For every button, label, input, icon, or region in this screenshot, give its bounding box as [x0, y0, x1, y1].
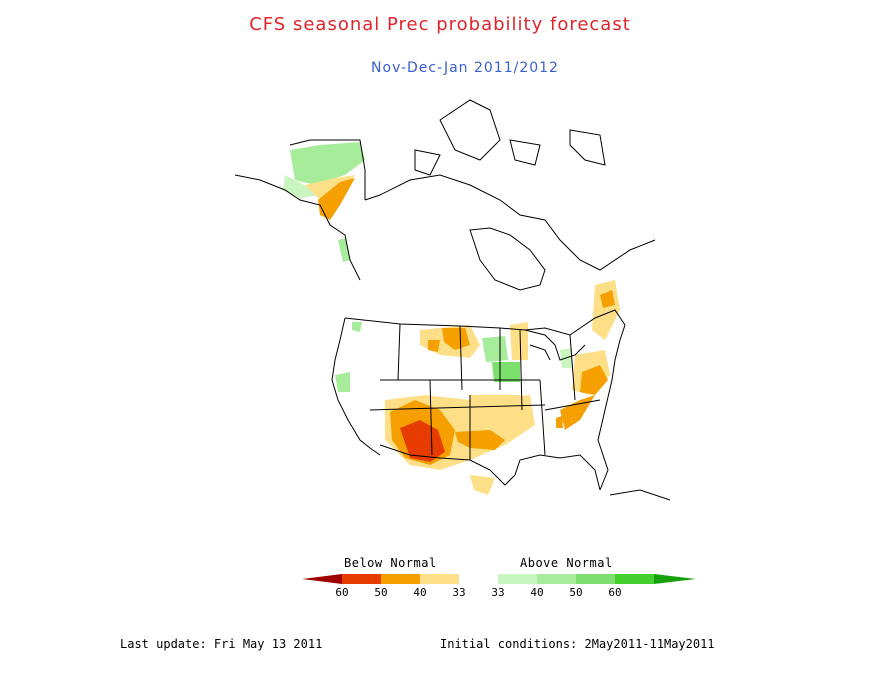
legend-tick-label: 33 — [452, 586, 465, 599]
legend-tick-label: 60 — [335, 586, 348, 599]
legend-swatch — [420, 574, 459, 584]
legend-below-label: Below Normal — [344, 556, 437, 570]
shade-minnesota-above-40 — [482, 336, 508, 362]
shade-texas-below-40 — [455, 430, 505, 450]
shade-al-below-40 — [556, 416, 563, 428]
shade-nplains-below-40 — [442, 328, 470, 350]
legend-swatch — [459, 574, 498, 584]
shade-iowa-above-50 — [492, 362, 520, 382]
us-canada-border — [344, 309, 626, 336]
chart-title: CFS seasonal Prec probability forecast — [249, 14, 631, 35]
legend-swatches — [302, 574, 696, 584]
shade-wi-below-33 — [510, 322, 528, 360]
greenland — [569, 129, 606, 166]
legend-above-label: Above Normal — [520, 556, 613, 570]
legend-swatch — [537, 574, 576, 584]
legend-tick-label: 40 — [530, 586, 543, 599]
shade-sw-texas-below-33 — [470, 475, 495, 495]
legend-swatch — [498, 574, 537, 584]
legend-tick-label: 50 — [374, 586, 387, 599]
legend-tick-label: 60 — [608, 586, 621, 599]
shade-southeast-below-40 — [560, 395, 595, 430]
shade-california-above-40 — [335, 372, 350, 392]
last-update-text: Last update: Fri May 13 2011 — [120, 637, 323, 651]
forecast-shading — [283, 142, 620, 495]
great-lakes — [524, 329, 586, 361]
shade-alaska-above-40 — [290, 142, 365, 185]
shade-wa-above-40 — [352, 322, 362, 332]
legend-tick-label: 33 — [491, 586, 504, 599]
gulf-coast — [514, 454, 601, 491]
west-coast — [331, 317, 381, 456]
initial-conditions-text: Initial conditions: 2May2011-11May2011 — [440, 637, 715, 651]
shade-maritimes-below-40 — [600, 290, 615, 308]
state-lines — [369, 323, 601, 460]
legend-swatch — [381, 574, 420, 584]
legend-swatch — [615, 574, 654, 584]
legend-tick-label: 50 — [569, 586, 582, 599]
boundary-lines — [234, 99, 671, 501]
legend-arrow-below — [302, 574, 342, 584]
legend-swatch — [576, 574, 615, 584]
shade-alaska-below-33 — [305, 175, 355, 200]
shade-alaska-below-40 — [318, 178, 355, 220]
shade-southwest-below-50 — [400, 420, 445, 462]
legend-arrow-above — [654, 574, 696, 584]
shade-alaska-above-33 — [283, 175, 320, 198]
atlantic-coast — [597, 324, 626, 491]
shade-virginia-below-40 — [580, 365, 608, 395]
alaska-outline — [234, 139, 366, 281]
hudson-bay — [469, 227, 546, 291]
arctic-islands — [414, 99, 541, 176]
chart-subtitle: Nov-Dec-Jan 2011/2012 — [371, 60, 559, 76]
legend-swatch — [342, 574, 381, 584]
shade-kansas-below-33 — [470, 395, 525, 425]
shade-mt-below-40 — [428, 340, 440, 352]
cuba — [609, 489, 671, 501]
canada-arctic-coast — [364, 174, 656, 271]
legend-tick-label: 40 — [413, 586, 426, 599]
legend-ticks: 60 50 40 33 33 40 50 60 — [335, 586, 621, 599]
